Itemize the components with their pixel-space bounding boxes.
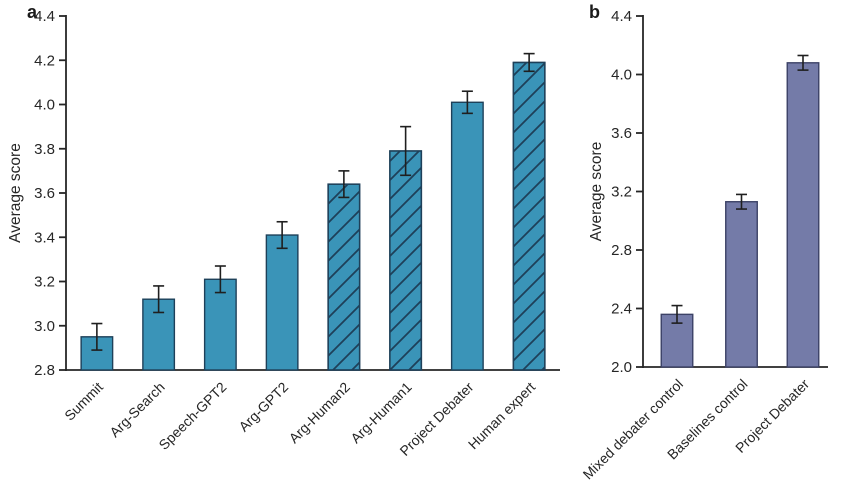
panel-a-label: a xyxy=(27,2,38,22)
y-tick-label: 3.8 xyxy=(34,141,55,158)
y-tick-label: 3.6 xyxy=(34,185,55,202)
y-tick-label: 3.6 xyxy=(611,125,632,142)
y-tick-label: 4.0 xyxy=(34,97,55,114)
y-tick-label: 4.2 xyxy=(34,52,55,69)
y-tick-label: 3.2 xyxy=(34,274,55,291)
y-tick-label: 3.0 xyxy=(34,318,55,335)
panel-a: 2.8 3.0 3.2 3.4 3.6 3.8 4.0 4.2 4.4 Average score… xyxy=(7,8,560,459)
category-label-arg-human2: Arg-Human2 xyxy=(286,379,354,447)
category-label-arg-gpt2: Arg-GPT2 xyxy=(235,379,291,435)
y-tick-label: 2.8 xyxy=(34,362,55,379)
bar-project-debater xyxy=(450,101,484,371)
y-axis-title: Average score xyxy=(588,142,605,242)
y-tick-label: 2.0 xyxy=(611,359,632,376)
bar-project-debater xyxy=(786,62,820,368)
category-label-arg-search: Arg-Search xyxy=(106,379,167,440)
y-tick-label: 2.4 xyxy=(611,301,632,318)
category-label-mixed-debater-control: Mixed debater control xyxy=(580,376,687,483)
y-tick-label: 3.2 xyxy=(611,184,632,201)
y-axis-title: Average score xyxy=(7,143,24,243)
y-tick-label: 3.4 xyxy=(34,229,55,246)
bar-hatch-human-expert xyxy=(512,61,546,371)
y-tick-label: 2.8 xyxy=(611,242,632,259)
bar-hatch-arg-human2 xyxy=(327,183,361,371)
panel-b-label: b xyxy=(589,2,600,22)
bar-arg-gpt2 xyxy=(265,234,299,371)
y-tick-label: 4.0 xyxy=(611,67,632,84)
bar-baselines-control xyxy=(725,201,758,368)
y-tick-label: 4.4 xyxy=(611,8,632,25)
y-tick-label: 4.4 xyxy=(34,8,55,25)
bar-hatch-arg-human1 xyxy=(389,150,423,371)
category-label-arg-human1: Arg-Human1 xyxy=(347,379,415,447)
category-label-summit: Summit xyxy=(61,379,106,424)
panel-b: 2.0 2.4 2.8 3.2 3.6 4.0 4.4 Average score Mixed … xyxy=(580,8,828,482)
